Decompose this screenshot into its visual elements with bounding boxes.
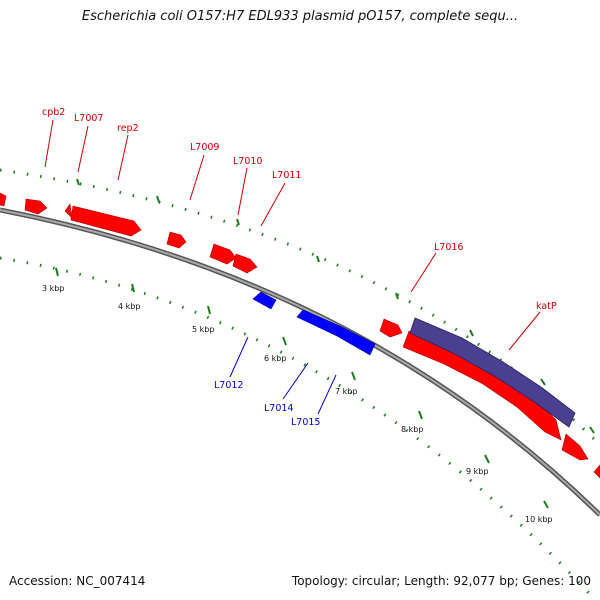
topology-info-text: Topology: circular; Length: 92,077 bp; G… [291,574,591,588]
orf-katP[interactable] [409,317,576,428]
gene-arrow-L7015[interactable] [336,325,376,356]
gene-label-L7010[interactable]: L7010 [233,156,262,167]
backbone [0,207,600,517]
gene-label-L7009[interactable]: L7009 [190,142,219,153]
kbp-label-7: 7 kbp [335,387,357,396]
gene-label-L7012[interactable]: L7012 [214,380,243,391]
kbp-label-5: 5 kbp [192,325,214,334]
forward-genes [0,192,600,479]
backbone-highlight [0,209,600,516]
gene-arrow-L7010[interactable] [232,253,258,274]
map-title: Escherichia coli O157:H7 EDL933 plasmid … [81,9,519,24]
inner-tick-ring [0,256,598,600]
gene-arrow-rep2[interactable] [166,231,187,249]
gene-label-L7015[interactable]: L7015 [291,417,320,428]
gene-label-rep2[interactable]: rep2 [117,123,139,134]
outer-major-ticks [76,178,595,434]
kbp-label-3: 3 kbp [42,284,64,293]
gene-arrow-L7007[interactable] [70,205,142,237]
accession-text: Accession: NC_007414 [9,574,146,588]
kbp-label-8: 8 kbp [401,425,423,434]
kbp-label-9: 9 kbp [466,467,488,476]
gene-arrow-L7016[interactable] [379,318,403,338]
forward-label-lines [44,119,541,351]
gene-arrow-after-katP[interactable] [561,433,589,461]
gene-label-cpb2[interactable]: cpb2 [42,107,65,118]
gene-label-L7014[interactable]: L7014 [264,403,293,414]
reverse-genes [252,291,376,356]
kbp-label-10: 10 kbp [525,515,553,524]
gene-label-L7011[interactable]: L7011 [272,170,301,181]
gene-label-L7007[interactable]: L7007 [74,113,103,124]
gene-arrow-start[interactable] [0,192,7,207]
kbp-label-6: 6 kbp [264,354,286,363]
gene-arrow-L7009[interactable] [209,243,237,265]
gene-label-L7016[interactable]: L7016 [434,242,463,253]
reverse-label-lines [229,336,337,415]
gene-label-katP[interactable]: katP [536,301,557,312]
kbp-label-4: 4 kbp [118,302,140,311]
gene-arrow-L7007-small[interactable] [64,203,73,219]
gene-arrow-edge[interactable] [593,464,600,479]
gene-arrow-cpb2[interactable] [24,198,48,215]
gene-arrow-L7012[interactable] [252,291,277,310]
inner-major-ticks [55,267,549,509]
